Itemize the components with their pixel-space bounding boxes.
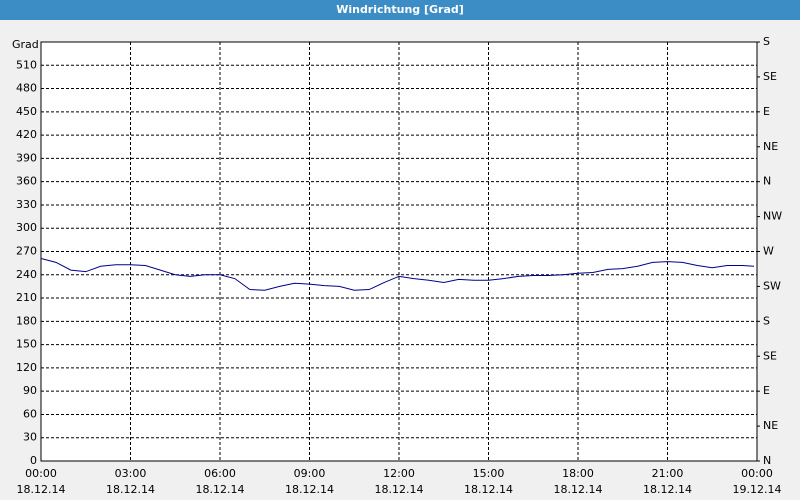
x-tick-label: 06:00 (204, 467, 236, 480)
x-tick-date: 18.12.14 (106, 483, 155, 496)
y-tick-label: 510 (16, 58, 37, 71)
x-tick-label: 12:00 (383, 467, 415, 480)
y-tick-label: 420 (16, 128, 37, 141)
x-tick-label: 15:00 (473, 467, 505, 480)
y-tick-label: 450 (16, 105, 37, 118)
title-bar: Windrichtung [Grad] (0, 0, 800, 20)
y2-tick-label: S (763, 35, 770, 48)
x-tick-date: 18.12.14 (285, 483, 334, 496)
y2-tick-label: NW (763, 210, 782, 223)
y-tick-label: 180 (16, 314, 37, 327)
y-tick-label: 480 (16, 82, 37, 95)
y-tick-label: 90 (23, 384, 37, 397)
y-tick-label: 300 (16, 221, 37, 234)
x-tick-date: 18.12.14 (196, 483, 245, 496)
y-tick-label: 60 (23, 407, 37, 420)
y-tick-label: 360 (16, 175, 37, 188)
y2-tick-label: E (763, 384, 770, 397)
y2-tick-label: E (763, 105, 770, 118)
x-tick-date: 18.12.14 (375, 483, 424, 496)
x-tick-date: 18.12.14 (643, 483, 692, 496)
x-tick-date: 19.12.14 (733, 483, 782, 496)
x-tick-label: 21:00 (652, 467, 684, 480)
y-tick-label: 30 (23, 431, 37, 444)
y2-tick-label: SE (763, 70, 777, 83)
y2-tick-label: NE (763, 419, 778, 432)
y-tick-label: 240 (16, 268, 37, 281)
y2-tick-label: S (763, 314, 770, 327)
y-tick-label: 390 (16, 151, 37, 164)
x-tick-date: 18.12.14 (17, 483, 66, 496)
chart: Grad 0 30 60 90 120 150 180 210 240 270 300 330 360 3… (12, 35, 782, 496)
x-tick-date: 18.12.14 (554, 483, 603, 496)
y2-tick-label: SE (763, 349, 777, 362)
x-tick-date: 18.12.14 (464, 483, 513, 496)
y2-tick-label: N (763, 454, 771, 467)
x-tick-label: 18:00 (562, 467, 594, 480)
data-line (40, 257, 755, 291)
y-tick-label: 270 (16, 245, 37, 258)
y-tick-label: 150 (16, 338, 37, 351)
x-tick-label: 00:00 (741, 467, 773, 480)
x-tick-label: 03:00 (115, 467, 147, 480)
y-tick-label: 0 (30, 454, 37, 467)
y2-tick-label: N (763, 175, 771, 188)
x-tick-label: 00:00 (25, 467, 57, 480)
y-tick-label: 210 (16, 291, 37, 304)
y-tick-label: 120 (16, 361, 37, 374)
x-tick-label: 09:00 (294, 467, 326, 480)
y-axis-label: Grad (12, 38, 39, 51)
y2-tick-label: W (763, 245, 774, 258)
y-tick-label: 330 (16, 198, 37, 211)
y2-tick-label: SW (763, 279, 781, 292)
y2-tick-label: NE (763, 140, 778, 153)
